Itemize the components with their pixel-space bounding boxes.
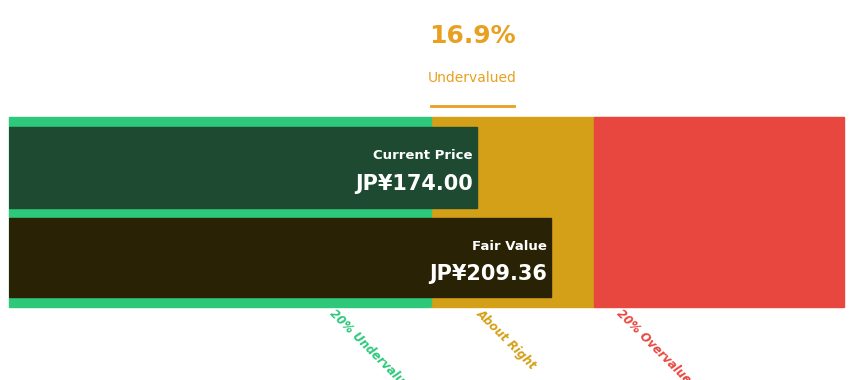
Text: Current Price: Current Price bbox=[372, 149, 472, 162]
Bar bbox=[9, 218, 550, 297]
Bar bbox=[9, 208, 430, 218]
Text: JP¥174.00: JP¥174.00 bbox=[354, 174, 472, 195]
Bar bbox=[430, 117, 593, 307]
Bar bbox=[9, 117, 430, 127]
Text: Undervalued: Undervalued bbox=[428, 71, 516, 85]
Bar bbox=[9, 127, 476, 208]
Text: 20% Overvalued: 20% Overvalued bbox=[613, 307, 699, 380]
Bar bbox=[9, 117, 430, 307]
Text: About Right: About Right bbox=[473, 307, 538, 372]
Bar bbox=[9, 297, 430, 307]
Text: Fair Value: Fair Value bbox=[471, 239, 546, 253]
Text: JP¥209.36: JP¥209.36 bbox=[429, 264, 546, 285]
Bar bbox=[593, 117, 843, 307]
Text: 16.9%: 16.9% bbox=[429, 24, 515, 48]
Text: 20% Undervalued: 20% Undervalued bbox=[326, 307, 417, 380]
